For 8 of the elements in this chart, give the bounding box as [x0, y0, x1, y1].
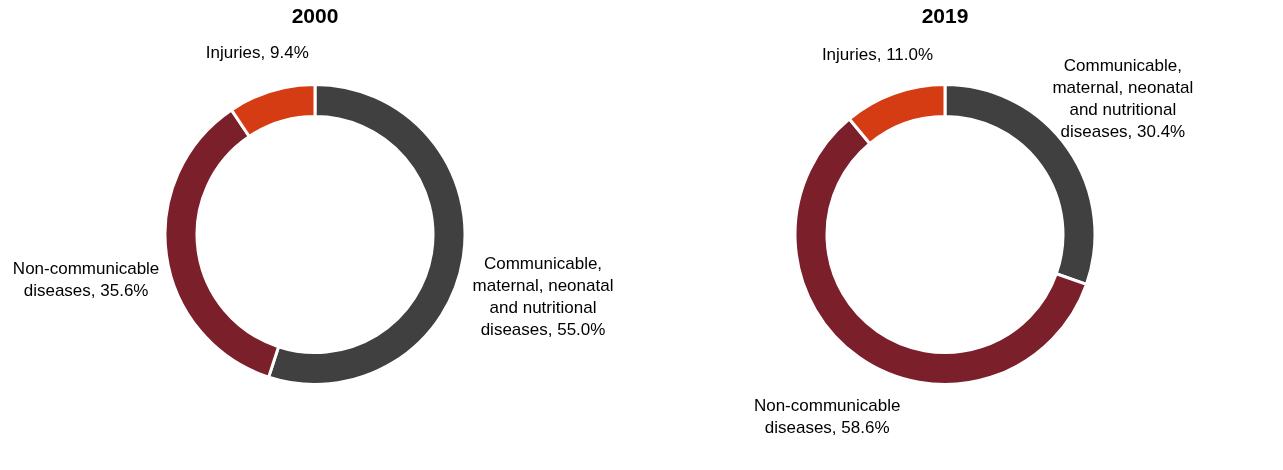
slice-label: Non-communicable diseases, 58.6%: [753, 396, 901, 438]
slice-label: Non-communicable diseases, 35.6%: [12, 259, 160, 301]
chart-title: 2000: [291, 4, 339, 27]
slice-label: Injuries, 9.4%: [205, 42, 309, 62]
chart-title: 2019: [921, 4, 969, 27]
slice-label: Communicable, maternal, neonatal and nutritional diseases, 55.0%: [472, 253, 614, 339]
slice-label: Injuries, 11.0%: [821, 44, 934, 64]
slice-label: Communicable, maternal, neonatal and nutritional diseases, 30.4%: [1052, 55, 1194, 141]
